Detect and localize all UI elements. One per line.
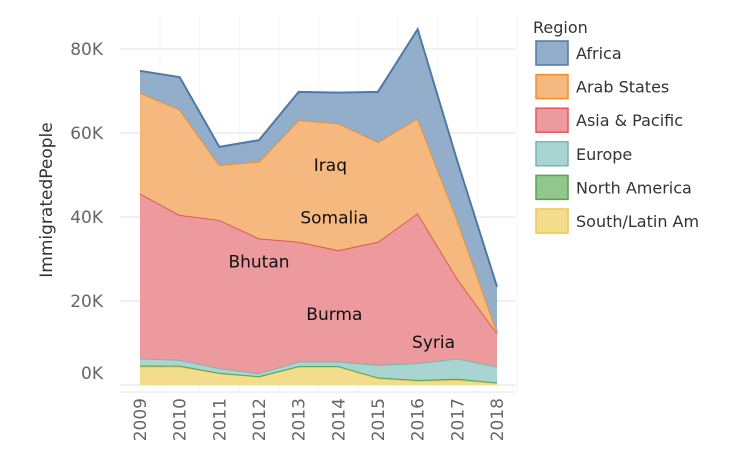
x-tick-label: 2015: [369, 398, 389, 441]
y-axis: 0K 20K 40K 60K 80K: [70, 40, 104, 384]
y-tick-label: 20K: [70, 292, 104, 312]
legend-label: Africa: [576, 44, 622, 63]
y-tick-label: 40K: [70, 208, 104, 228]
legend-item[interactable]: Arab States: [535, 73, 669, 100]
y-tick-label: 0K: [81, 364, 104, 384]
x-tick-label: 2016: [409, 398, 429, 441]
legend-title: Region: [533, 18, 588, 37]
x-tick-label: 2011: [210, 398, 230, 441]
area-asia-pacific: [140, 193, 497, 374]
area-edge-line: [139, 26, 498, 288]
legend-swatch: [535, 40, 569, 66]
area-africa: [140, 29, 497, 332]
legend-label: Arab States: [576, 78, 669, 97]
legend-label: Europe: [576, 145, 632, 164]
legend-item[interactable]: Europe: [535, 141, 632, 167]
x-tick-label: 2010: [171, 398, 191, 441]
annotation-label: Bhutan: [228, 252, 289, 272]
annotation-label: Iraq: [314, 156, 347, 176]
area-layers: [139, 26, 498, 385]
annotation-label: Syria: [412, 333, 455, 353]
annotations: Iraq Somalia Bhutan Burma Syria: [228, 156, 455, 353]
legend-label: Asia & Pacific: [576, 111, 683, 130]
legend-swatch: [535, 73, 569, 100]
legend-item[interactable]: Asia & Pacific: [535, 107, 683, 133]
y-axis-title: ImmigratedPeople: [37, 122, 57, 277]
x-tick-label: 2018: [488, 398, 508, 441]
y-tick-label: 80K: [70, 40, 104, 60]
x-tick-label: 2009: [131, 398, 151, 441]
legend-item[interactable]: Africa: [535, 40, 622, 66]
x-tick-label: 2017: [448, 398, 468, 441]
legend-swatch: [535, 107, 569, 133]
annotation-label: Somalia: [300, 208, 368, 228]
y-tick-label: 60K: [70, 124, 104, 144]
x-axis: 2009 2010 2011 2012 2013 2014 2015 2016 2017 2018: [131, 398, 508, 441]
legend-label: North America: [576, 178, 692, 197]
annotation-label: Burma: [306, 305, 362, 325]
x-tick-label: 2013: [290, 398, 310, 441]
legend-item[interactable]: North America: [535, 174, 692, 201]
x-tick-label: 2014: [329, 398, 349, 441]
legend-label: South/Latin Am: [576, 212, 699, 231]
x-tick-label: 2012: [250, 398, 270, 441]
area-arab-states: [140, 92, 497, 334]
legend-swatch: [535, 208, 569, 234]
legend: Region Africa Arab States Asia & Pacific Eu…: [533, 18, 699, 234]
legend-swatch: [535, 141, 569, 167]
legend-item[interactable]: South/Latin Am: [535, 208, 699, 234]
legend-swatch: [535, 174, 569, 201]
